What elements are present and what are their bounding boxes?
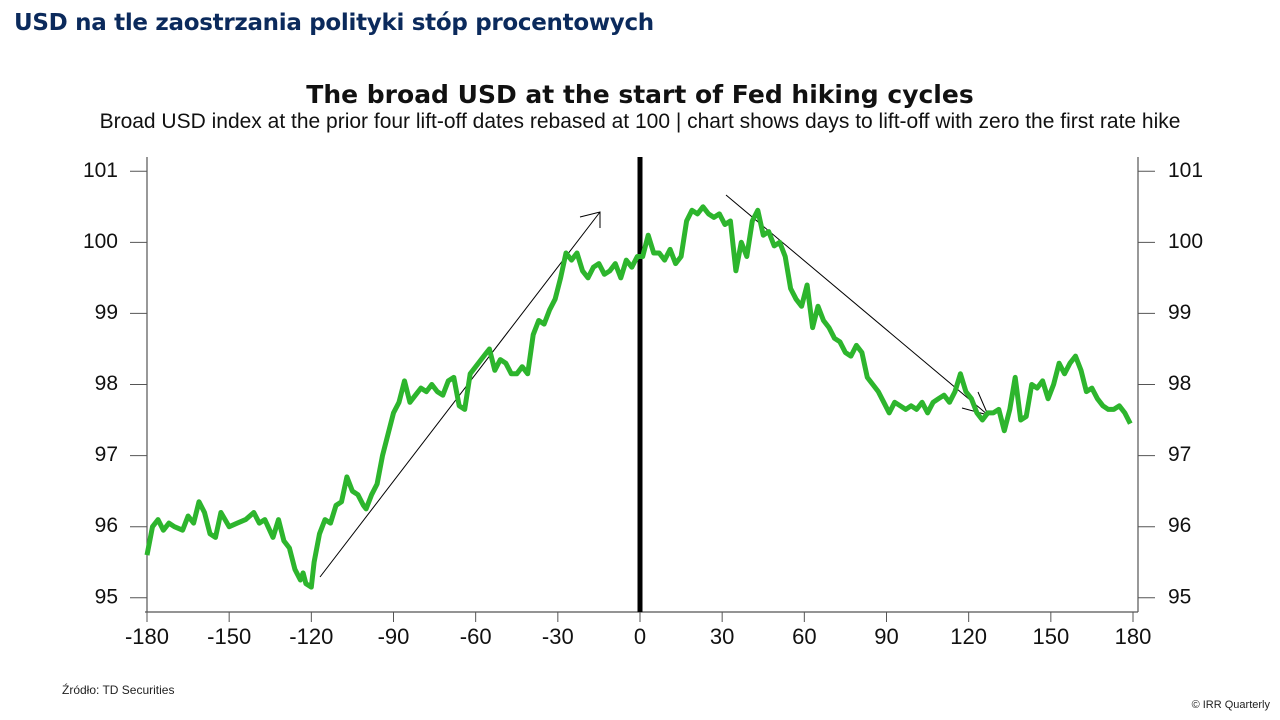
y-tick-label: 100 bbox=[83, 230, 118, 253]
y-tick-label: 99 bbox=[95, 301, 118, 324]
x-tick-label: -150 bbox=[207, 624, 251, 649]
x-tick-label: 60 bbox=[792, 624, 816, 649]
y2-tick-label: 96 bbox=[1168, 514, 1191, 537]
source: Źródło: TD Securities bbox=[62, 683, 175, 697]
y2-tick-label: 98 bbox=[1168, 372, 1191, 395]
x-tick-label: 90 bbox=[874, 624, 898, 649]
x-tick-label: -30 bbox=[542, 624, 574, 649]
y2-tick-label: 95 bbox=[1168, 585, 1191, 608]
x-tick-label: 0 bbox=[634, 624, 646, 649]
chart-title: The broad USD at the start of Fed hiking… bbox=[306, 80, 973, 109]
y2-tick-label: 97 bbox=[1168, 443, 1191, 466]
slide-title: USD na tle zaostrzania polityki stóp pro… bbox=[14, 10, 654, 36]
x-tick-label: 30 bbox=[710, 624, 734, 649]
chart-subtitle: Broad USD index at the prior four lift-o… bbox=[99, 110, 1181, 133]
x-tick-label: -180 bbox=[125, 624, 169, 649]
copyright: © IRR Quarterly bbox=[1191, 699, 1270, 711]
x-tick-label: 150 bbox=[1032, 624, 1069, 649]
y-tick-label: 95 bbox=[95, 585, 118, 608]
y2-tick-label: 99 bbox=[1168, 301, 1191, 324]
y-tick-label: 98 bbox=[95, 372, 118, 395]
x-tick-label: -90 bbox=[378, 624, 410, 649]
x-tick-label: -120 bbox=[289, 624, 333, 649]
y2-tick-label: 101 bbox=[1168, 159, 1203, 182]
y2-tick-label: 100 bbox=[1168, 230, 1203, 253]
y-tick-label: 96 bbox=[95, 514, 118, 537]
series-line bbox=[144, 204, 1133, 590]
y-tick-label: 101 bbox=[83, 159, 118, 182]
y-tick-label: 97 bbox=[95, 443, 118, 466]
x-tick-label: 120 bbox=[950, 624, 987, 649]
x-tick-label: 180 bbox=[1115, 624, 1152, 649]
x-tick-label: -60 bbox=[460, 624, 492, 649]
